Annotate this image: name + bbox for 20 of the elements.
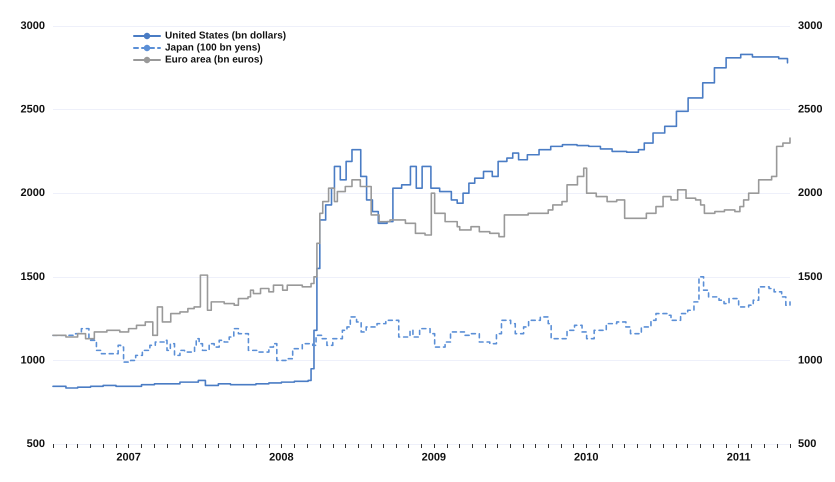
legend-label: Japan (100 bn yens) xyxy=(165,42,261,54)
y2-tick-label: 2000 xyxy=(798,187,822,200)
x-tick-label: 2010 xyxy=(574,452,598,464)
y-tick-label: 500 xyxy=(26,438,45,450)
y2-tick-label: 3000 xyxy=(798,20,822,32)
y-tick-label: 1500 xyxy=(20,270,45,283)
y-tick-label: 2000 xyxy=(20,187,45,200)
y-tick-label: 3000 xyxy=(20,20,45,32)
x-tick-label: 2009 xyxy=(422,452,446,464)
y2-tick-label: 2500 xyxy=(798,104,822,116)
y2-tick-label: 500 xyxy=(798,438,816,450)
legend-label: Euro area (bn euros) xyxy=(165,54,263,66)
legend-label: United States (bn dollars) xyxy=(165,30,286,42)
y-tick-label: 2500 xyxy=(20,104,45,116)
y2-tick-label: 1500 xyxy=(798,270,822,283)
x-tick-label: 2008 xyxy=(269,452,294,464)
y2-tick-label: 1000 xyxy=(798,354,822,366)
y-tick-label: 1000 xyxy=(20,354,45,366)
x-tick-label: 2011 xyxy=(726,452,751,464)
x-tick-label: 2007 xyxy=(116,452,141,464)
